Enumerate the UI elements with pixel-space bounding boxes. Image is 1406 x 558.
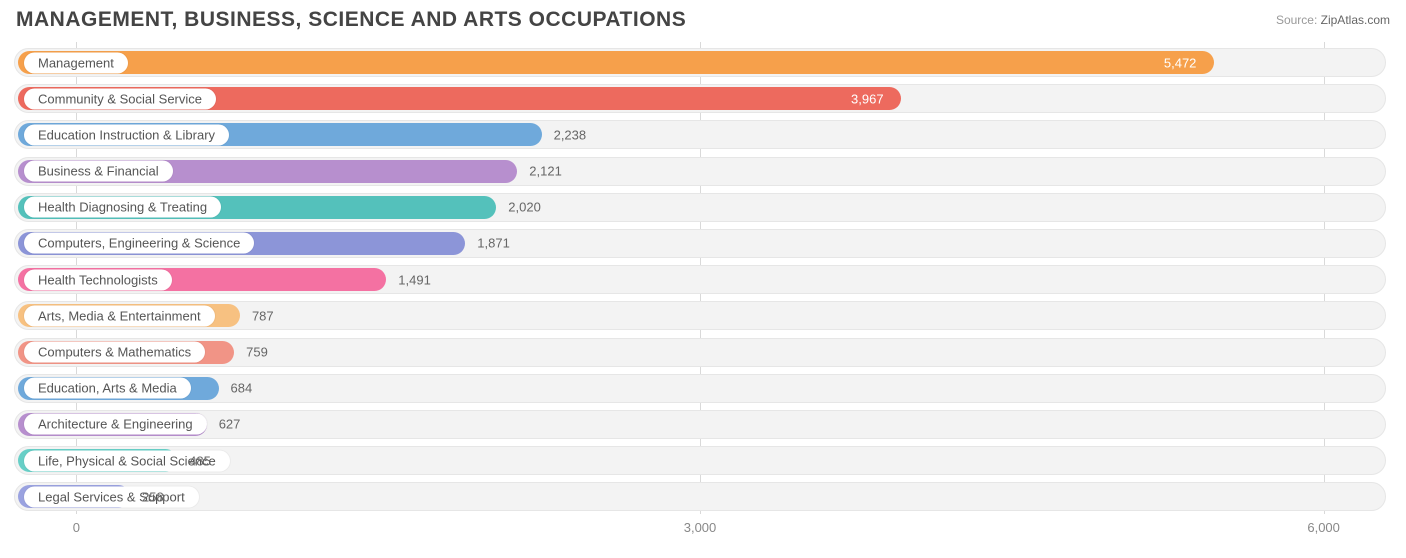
chart-area: Management 5,472 Community & Social Servic…	[14, 42, 1392, 542]
bar-value: 2,020	[508, 200, 541, 215]
bar-label: Education Instruction & Library	[24, 124, 229, 145]
bar-row: Architecture & Engineering 627	[14, 408, 1392, 441]
bar-value: 5,472	[1164, 55, 1197, 70]
bar-row: Education Instruction & Library 2,238	[14, 118, 1392, 151]
chart-header: MANAGEMENT, BUSINESS, SCIENCE AND ARTS O…	[0, 0, 1406, 36]
bar-value: 258	[142, 489, 164, 504]
bar-row: Health Diagnosing & Treating 2,020	[14, 191, 1392, 224]
bar-row: Education, Arts & Media 684	[14, 372, 1392, 405]
bar-value: 3,967	[851, 91, 884, 106]
bar-value: 684	[231, 381, 253, 396]
bar-label: Computers, Engineering & Science	[24, 233, 254, 254]
bar-value: 787	[252, 308, 274, 323]
bar-label: Community & Social Service	[24, 88, 216, 109]
bar-row: Arts, Media & Entertainment 787	[14, 299, 1392, 332]
bar-row: Community & Social Service 3,967	[14, 82, 1392, 115]
bar-label: Legal Services & Support	[24, 486, 199, 507]
bar-row: Legal Services & Support258	[14, 480, 1392, 513]
bar-value: 1,871	[477, 236, 510, 251]
bar-fill	[18, 51, 1214, 74]
chart-source: Source: ZipAtlas.com	[1276, 13, 1390, 27]
bar-row: Business & Financial 2,121	[14, 155, 1392, 188]
bar-label: Management	[24, 52, 128, 73]
x-tick-label: 0	[73, 520, 80, 535]
bar-label: Health Diagnosing & Treating	[24, 197, 221, 218]
bar-row: Computers, Engineering & Science 1,871	[14, 227, 1392, 260]
bar-label: Architecture & Engineering	[24, 414, 207, 435]
source-name: ZipAtlas.com	[1321, 13, 1390, 27]
bar-row: Management 5,472	[14, 46, 1392, 79]
bar-value: 2,121	[529, 164, 562, 179]
x-tick-label: 3,000	[684, 520, 717, 535]
bar-label: Computers & Mathematics	[24, 342, 205, 363]
bar-row: Life, Physical & Social Science485	[14, 444, 1392, 477]
bar-row: Health Technologists 1,491	[14, 263, 1392, 296]
bar-label: Education, Arts & Media	[24, 378, 191, 399]
bar-container: Management 5,472 Community & Social Servic…	[14, 42, 1392, 513]
x-tick-label: 6,000	[1307, 520, 1340, 535]
source-label: Source:	[1276, 13, 1317, 27]
bar-value: 2,238	[554, 127, 587, 142]
bar-label: Arts, Media & Entertainment	[24, 305, 215, 326]
bar-label: Business & Financial	[24, 161, 173, 182]
bar-track	[14, 374, 1386, 403]
chart-title: MANAGEMENT, BUSINESS, SCIENCE AND ARTS O…	[16, 8, 686, 32]
bar-label: Health Technologists	[24, 269, 172, 290]
x-axis: 0 3,000 6,000	[14, 518, 1386, 542]
bar-value: 485	[189, 453, 211, 468]
bar-value: 1,491	[398, 272, 431, 287]
bar-track	[14, 482, 1386, 511]
bar-value: 759	[246, 345, 268, 360]
bar-row: Computers & Mathematics 759	[14, 336, 1392, 369]
bar-value: 627	[219, 417, 241, 432]
